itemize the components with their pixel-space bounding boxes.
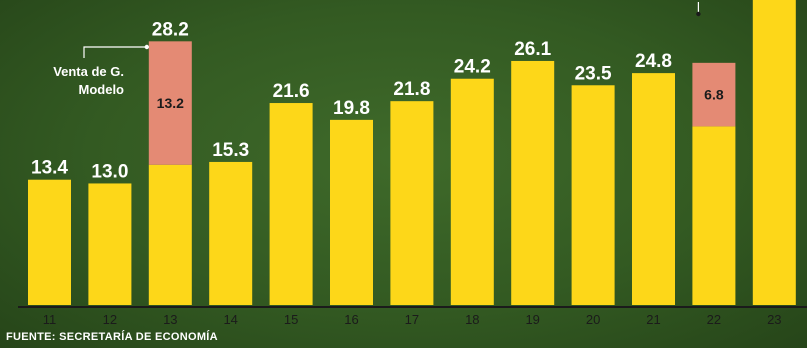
value-label: 21.8	[393, 79, 430, 100]
x-tick-label: 20	[586, 312, 600, 327]
value-label: 23.5	[575, 63, 612, 84]
x-tick-label: 16	[344, 312, 358, 327]
bar	[450, 78, 494, 305]
value-label: 24.2	[454, 57, 491, 78]
annotation-text: Venta de G.	[53, 64, 124, 79]
annotation-dot	[696, 11, 701, 17]
bar	[88, 183, 132, 305]
x-tick-label: 15	[284, 312, 298, 327]
x-tick-label: 18	[465, 312, 479, 327]
x-tick-label: 23	[767, 312, 781, 327]
bar	[632, 73, 675, 306]
bar	[209, 161, 253, 305]
annotation-text: Modelo	[79, 82, 125, 97]
bar-highlight-segment	[148, 41, 192, 165]
bar	[330, 119, 373, 306]
bar	[148, 164, 192, 305]
chart: 13.4 11 13.0 12 13.2 28.2 13 15.3 14 21.6 15 19.8 16…	[18, 0, 807, 327]
annotation-leader-line	[83, 46, 147, 58]
value-label: 26.1	[514, 39, 551, 60]
source-note: FUENTE: SECRETARÍA DE ECONOMÍA	[6, 331, 218, 343]
segment-label: 6.8	[704, 87, 724, 103]
bar	[28, 179, 71, 305]
bar	[390, 101, 434, 305]
segment-label: 13.2	[157, 95, 184, 111]
bar	[511, 60, 555, 306]
bar-highlight-segment	[692, 62, 736, 127]
annotation-dot	[144, 44, 149, 50]
value-label: 13.4	[31, 158, 68, 179]
bar	[269, 103, 313, 305]
x-tick-label: 11	[43, 312, 57, 327]
x-tick-label: 17	[405, 312, 419, 327]
value-label: 15.3	[212, 140, 249, 161]
x-tick-label: 21	[646, 312, 660, 327]
value-label: 28.2	[152, 19, 189, 40]
x-tick-label: 12	[103, 312, 117, 327]
bar	[752, 0, 796, 305]
bar	[571, 85, 615, 306]
x-tick-label: 22	[707, 312, 721, 327]
x-tick-label: 19	[525, 312, 539, 327]
x-tick-label: 13	[163, 312, 177, 327]
bar	[692, 126, 736, 305]
value-label: 19.8	[333, 98, 370, 119]
value-label: 24.8	[635, 51, 672, 72]
x-tick-label: 14	[223, 312, 237, 327]
value-label: 13.0	[91, 161, 128, 182]
value-label: 21.6	[273, 81, 310, 102]
